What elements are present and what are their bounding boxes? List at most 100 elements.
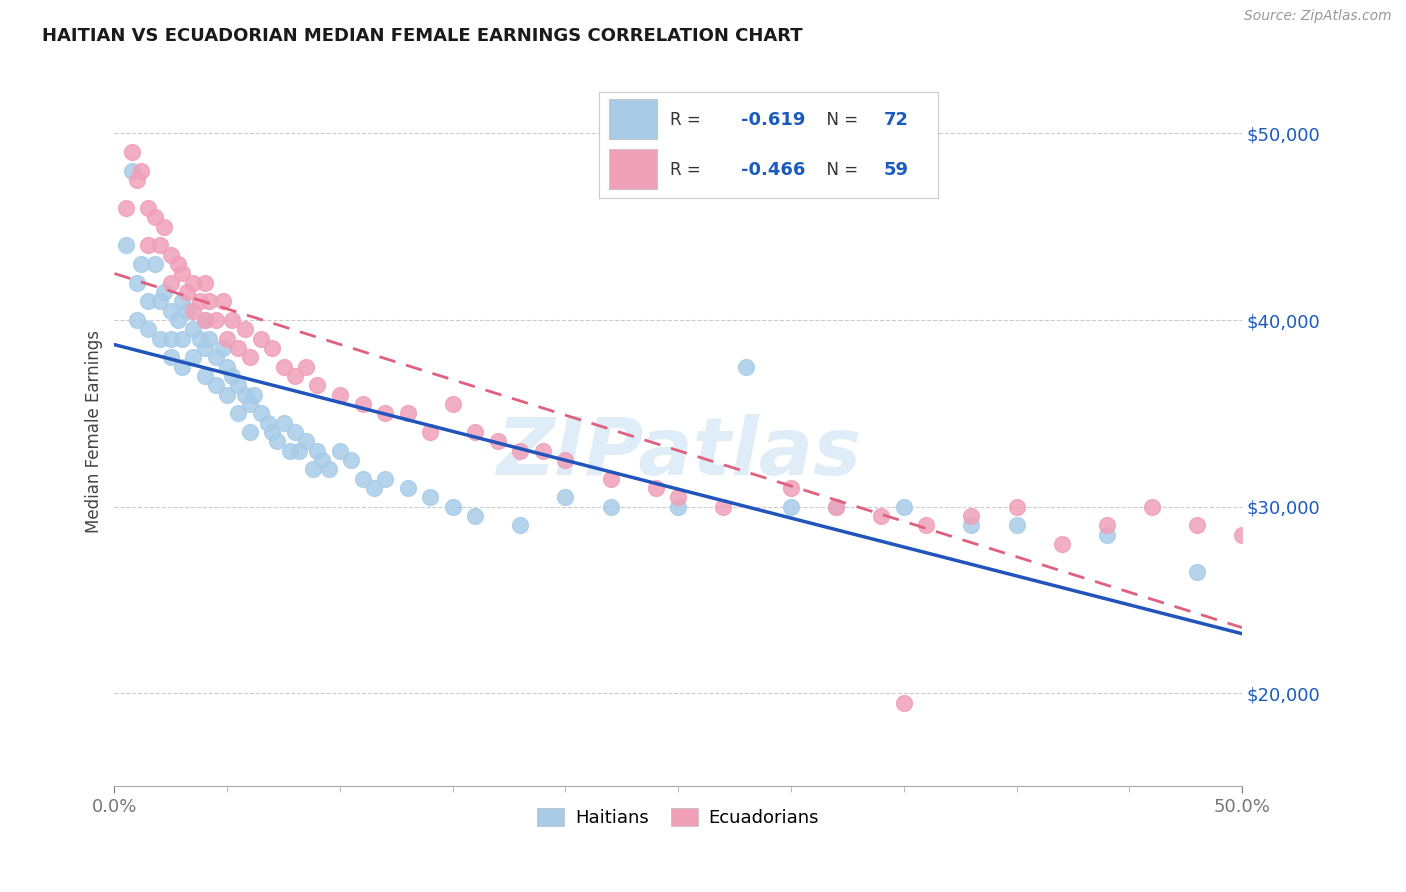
Y-axis label: Median Female Earnings: Median Female Earnings	[86, 330, 103, 533]
Point	[915, 518, 938, 533]
Point	[221, 313, 243, 327]
Point	[893, 500, 915, 514]
Point	[188, 294, 211, 309]
Point	[396, 481, 419, 495]
Point	[288, 443, 311, 458]
Point	[194, 369, 217, 384]
Point	[228, 406, 250, 420]
Point	[464, 508, 486, 523]
Point	[311, 453, 333, 467]
Point	[205, 351, 228, 365]
Point	[374, 472, 396, 486]
Point	[170, 294, 193, 309]
Text: Source: ZipAtlas.com: Source: ZipAtlas.com	[1244, 9, 1392, 23]
Point	[419, 490, 441, 504]
Point	[198, 332, 221, 346]
Text: HAITIAN VS ECUADORIAN MEDIAN FEMALE EARNINGS CORRELATION CHART: HAITIAN VS ECUADORIAN MEDIAN FEMALE EARN…	[42, 27, 803, 45]
Point	[159, 248, 181, 262]
Point	[121, 145, 143, 159]
Point	[250, 406, 273, 420]
Point	[1185, 565, 1208, 579]
Point	[1230, 527, 1253, 541]
Point	[340, 453, 363, 467]
Point	[278, 443, 301, 458]
Point	[183, 303, 205, 318]
Point	[143, 211, 166, 225]
Point	[825, 500, 848, 514]
Point	[136, 322, 159, 336]
Point	[221, 369, 243, 384]
Point	[211, 294, 233, 309]
Point	[509, 443, 531, 458]
Point	[352, 397, 374, 411]
Point	[396, 406, 419, 420]
Point	[125, 313, 148, 327]
Point	[284, 425, 307, 439]
Point	[125, 276, 148, 290]
Point	[159, 351, 181, 365]
Point	[239, 351, 262, 365]
Point	[329, 443, 352, 458]
Point	[295, 434, 318, 449]
Point	[780, 481, 803, 495]
Point	[228, 341, 250, 355]
Point	[166, 257, 188, 271]
Point	[136, 201, 159, 215]
Point	[644, 481, 666, 495]
Point	[363, 481, 385, 495]
Point	[509, 518, 531, 533]
Point	[194, 341, 217, 355]
Point	[114, 201, 136, 215]
Point	[666, 490, 689, 504]
Point	[307, 378, 329, 392]
Point	[307, 443, 329, 458]
Point	[1185, 518, 1208, 533]
Point	[419, 425, 441, 439]
Point	[960, 518, 983, 533]
Point	[228, 378, 250, 392]
Point	[136, 238, 159, 252]
Point	[243, 387, 266, 401]
Point	[153, 285, 176, 299]
Point	[205, 313, 228, 327]
Text: ZIPatlas: ZIPatlas	[496, 414, 860, 492]
Point	[599, 472, 621, 486]
Point	[441, 397, 464, 411]
Point	[183, 351, 205, 365]
Point	[194, 276, 217, 290]
Point	[188, 332, 211, 346]
Point	[170, 359, 193, 374]
Point	[262, 425, 284, 439]
Point	[273, 359, 295, 374]
Point	[153, 219, 176, 234]
Point	[256, 416, 278, 430]
Point	[374, 406, 396, 420]
Point	[217, 387, 239, 401]
Point	[170, 266, 193, 280]
Point	[205, 378, 228, 392]
Point	[233, 322, 256, 336]
Point	[131, 163, 153, 178]
Point	[273, 416, 295, 430]
Point	[266, 434, 288, 449]
Point	[148, 294, 170, 309]
Point	[870, 508, 893, 523]
Point	[1005, 500, 1028, 514]
Point	[136, 294, 159, 309]
Legend: Haitians, Ecuadorians: Haitians, Ecuadorians	[530, 800, 827, 834]
Point	[1005, 518, 1028, 533]
Point	[159, 332, 181, 346]
Point	[441, 500, 464, 514]
Point	[352, 472, 374, 486]
Point	[1050, 537, 1073, 551]
Point	[284, 369, 307, 384]
Point	[262, 341, 284, 355]
Point	[780, 500, 803, 514]
Point	[183, 276, 205, 290]
Point	[170, 332, 193, 346]
Point	[1095, 527, 1118, 541]
Point	[531, 443, 554, 458]
Point	[159, 276, 181, 290]
Point	[166, 313, 188, 327]
Point	[666, 500, 689, 514]
